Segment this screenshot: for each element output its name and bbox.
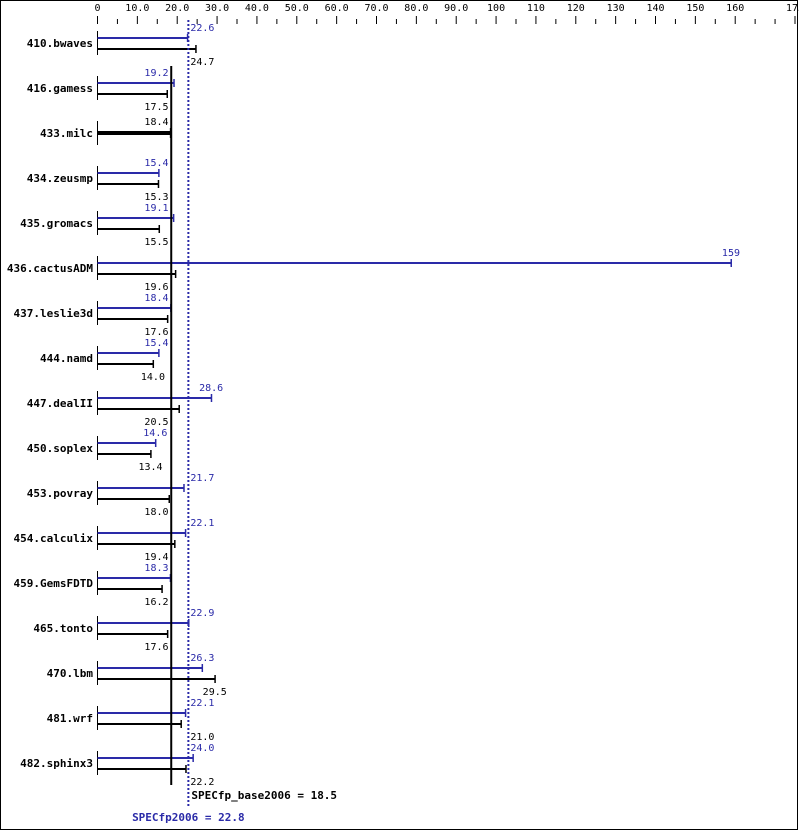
peak-value-label: 28.6 — [199, 383, 223, 394]
benchmark-label: 444.namd — [40, 352, 93, 365]
x-tick-label: 10.0 — [125, 3, 149, 14]
benchmark-row: 459.GemsFDTD 18.3 16.2 — [14, 563, 172, 608]
benchmark-label: 410.bwaves — [27, 37, 93, 50]
peak-value-label: 159 — [722, 248, 740, 259]
benchmark-row: 444.namd 15.4 14.0 — [40, 338, 169, 383]
benchmark-row: 481.wrf 22.1 21.0 — [47, 698, 215, 743]
peak-value-label: 18.4 — [144, 293, 168, 304]
benchmark-row: 436.cactusADM 159 19.6 — [7, 248, 740, 293]
x-tick-label: 30.0 — [205, 3, 229, 14]
benchmark-row: 410.bwaves 22.6 24.7 — [27, 23, 215, 68]
x-tick-label: 90.0 — [444, 3, 468, 14]
benchmark-label: 433.milc — [40, 127, 93, 140]
benchmark-label: 482.sphinx3 — [20, 757, 93, 770]
peak-value-label: 19.1 — [144, 203, 168, 214]
base-value-label: 15.5 — [144, 237, 168, 248]
base-value-label: 17.6 — [144, 327, 168, 338]
benchmark-row: 437.leslie3d 18.4 17.6 — [14, 293, 172, 338]
benchmark-row: 470.lbm 26.3 29.5 — [47, 653, 227, 698]
benchmark-row: 433.milc 18.4 — [40, 117, 172, 145]
benchmark-row: 453.povray 21.7 18.0 — [27, 473, 215, 518]
benchmark-row: 454.calculix 22.1 19.4 — [14, 518, 215, 563]
x-tick-label: 70.0 — [364, 3, 388, 14]
x-tick-label: 40.0 — [245, 3, 269, 14]
peak-value-label: 21.7 — [190, 473, 214, 484]
base-value-label: 17.6 — [144, 642, 168, 653]
benchmark-label: 465.tonto — [33, 622, 93, 635]
x-tick-label: 100 — [487, 3, 505, 14]
x-axis: 0 10.0 20.0 30.0 40.0 50.0 60.0 70.0 80.0 90.0 100… — [94, 3, 799, 24]
x-tick-label: 60.0 — [325, 3, 349, 14]
x-tick-label: 175 — [786, 3, 799, 14]
base-value-label: 16.2 — [144, 597, 168, 608]
benchmark-rows: 410.bwaves 22.6 24.7 416.gamess 19.2 17.5 433.… — [7, 23, 740, 788]
base-value-label: 13.4 — [139, 462, 163, 473]
base-value-label: 22.2 — [190, 777, 214, 788]
benchmark-row: 482.sphinx3 24.0 22.2 — [20, 743, 214, 788]
benchmark-label: 450.soplex — [27, 442, 94, 455]
base-value-label: 15.3 — [144, 192, 168, 203]
x-tick-label: 130 — [607, 3, 625, 14]
peak-value-label: 22.6 — [190, 23, 214, 34]
x-tick-label: 110 — [527, 3, 545, 14]
base-value-label: 19.4 — [144, 552, 168, 563]
benchmark-label: 453.povray — [27, 487, 94, 500]
benchmark-row: 434.zeusmp 15.4 15.3 — [27, 158, 169, 203]
base-value-label: 20.5 — [144, 417, 168, 428]
benchmark-row: 416.gamess 19.2 17.5 — [27, 68, 175, 113]
benchmark-row: 450.soplex 14.6 13.4 — [27, 428, 168, 473]
benchmark-label: 454.calculix — [14, 532, 94, 545]
reference-lines — [170, 20, 190, 808]
x-tick-label: 20.0 — [165, 3, 189, 14]
peak-value-label: 15.4 — [144, 158, 168, 169]
base-value-label: 18.4 — [144, 117, 168, 128]
x-tick-label: 140 — [646, 3, 664, 14]
base-value-label: 29.5 — [203, 687, 227, 698]
benchmark-label: 470.lbm — [47, 667, 94, 680]
peak-value-label: 15.4 — [144, 338, 168, 349]
benchmark-label: 437.leslie3d — [14, 307, 93, 320]
peak-summary-label: SPECfp2006 = 22.8 — [132, 811, 245, 824]
benchmark-row: 447.dealII 28.6 20.5 — [27, 383, 223, 428]
base-value-label: 18.0 — [144, 507, 168, 518]
base-value-label: 17.5 — [144, 102, 168, 113]
x-tick-label: 50.0 — [285, 3, 309, 14]
peak-value-label: 19.2 — [144, 68, 168, 79]
benchmark-label: 416.gamess — [27, 82, 93, 95]
benchmark-label: 481.wrf — [47, 712, 93, 725]
benchmark-label: 436.cactusADM — [7, 262, 93, 275]
base-value-label: 14.0 — [141, 372, 165, 383]
base-summary-label: SPECfp_base2006 = 18.5 — [191, 789, 337, 802]
base-value-label: 24.7 — [190, 57, 214, 68]
benchmark-label: 459.GemsFDTD — [14, 577, 94, 590]
benchmark-label: 447.dealII — [27, 397, 93, 410]
peak-value-label: 18.3 — [144, 563, 168, 574]
benchmark-row: 465.tonto 22.9 17.6 — [33, 608, 214, 653]
x-tick-label: 150 — [686, 3, 704, 14]
peak-value-label: 22.1 — [190, 698, 214, 709]
base-value-label: 19.6 — [144, 282, 168, 293]
peak-value-label: 22.1 — [190, 518, 214, 529]
x-tick-label: 120 — [567, 3, 585, 14]
x-tick-label: 160 — [726, 3, 744, 14]
peak-value-label: 26.3 — [190, 653, 214, 664]
peak-value-label: 24.0 — [190, 743, 214, 754]
peak-value-label: 22.9 — [190, 608, 214, 619]
peak-value-label: 14.6 — [143, 428, 167, 439]
benchmark-label: 435.gromacs — [20, 217, 93, 230]
x-tick-label: 0 — [94, 3, 100, 14]
benchmark-label: 434.zeusmp — [27, 172, 94, 185]
base-value-label: 21.0 — [190, 732, 214, 743]
benchmark-row: 435.gromacs 19.1 15.5 — [20, 203, 175, 248]
x-tick-label: 80.0 — [404, 3, 428, 14]
